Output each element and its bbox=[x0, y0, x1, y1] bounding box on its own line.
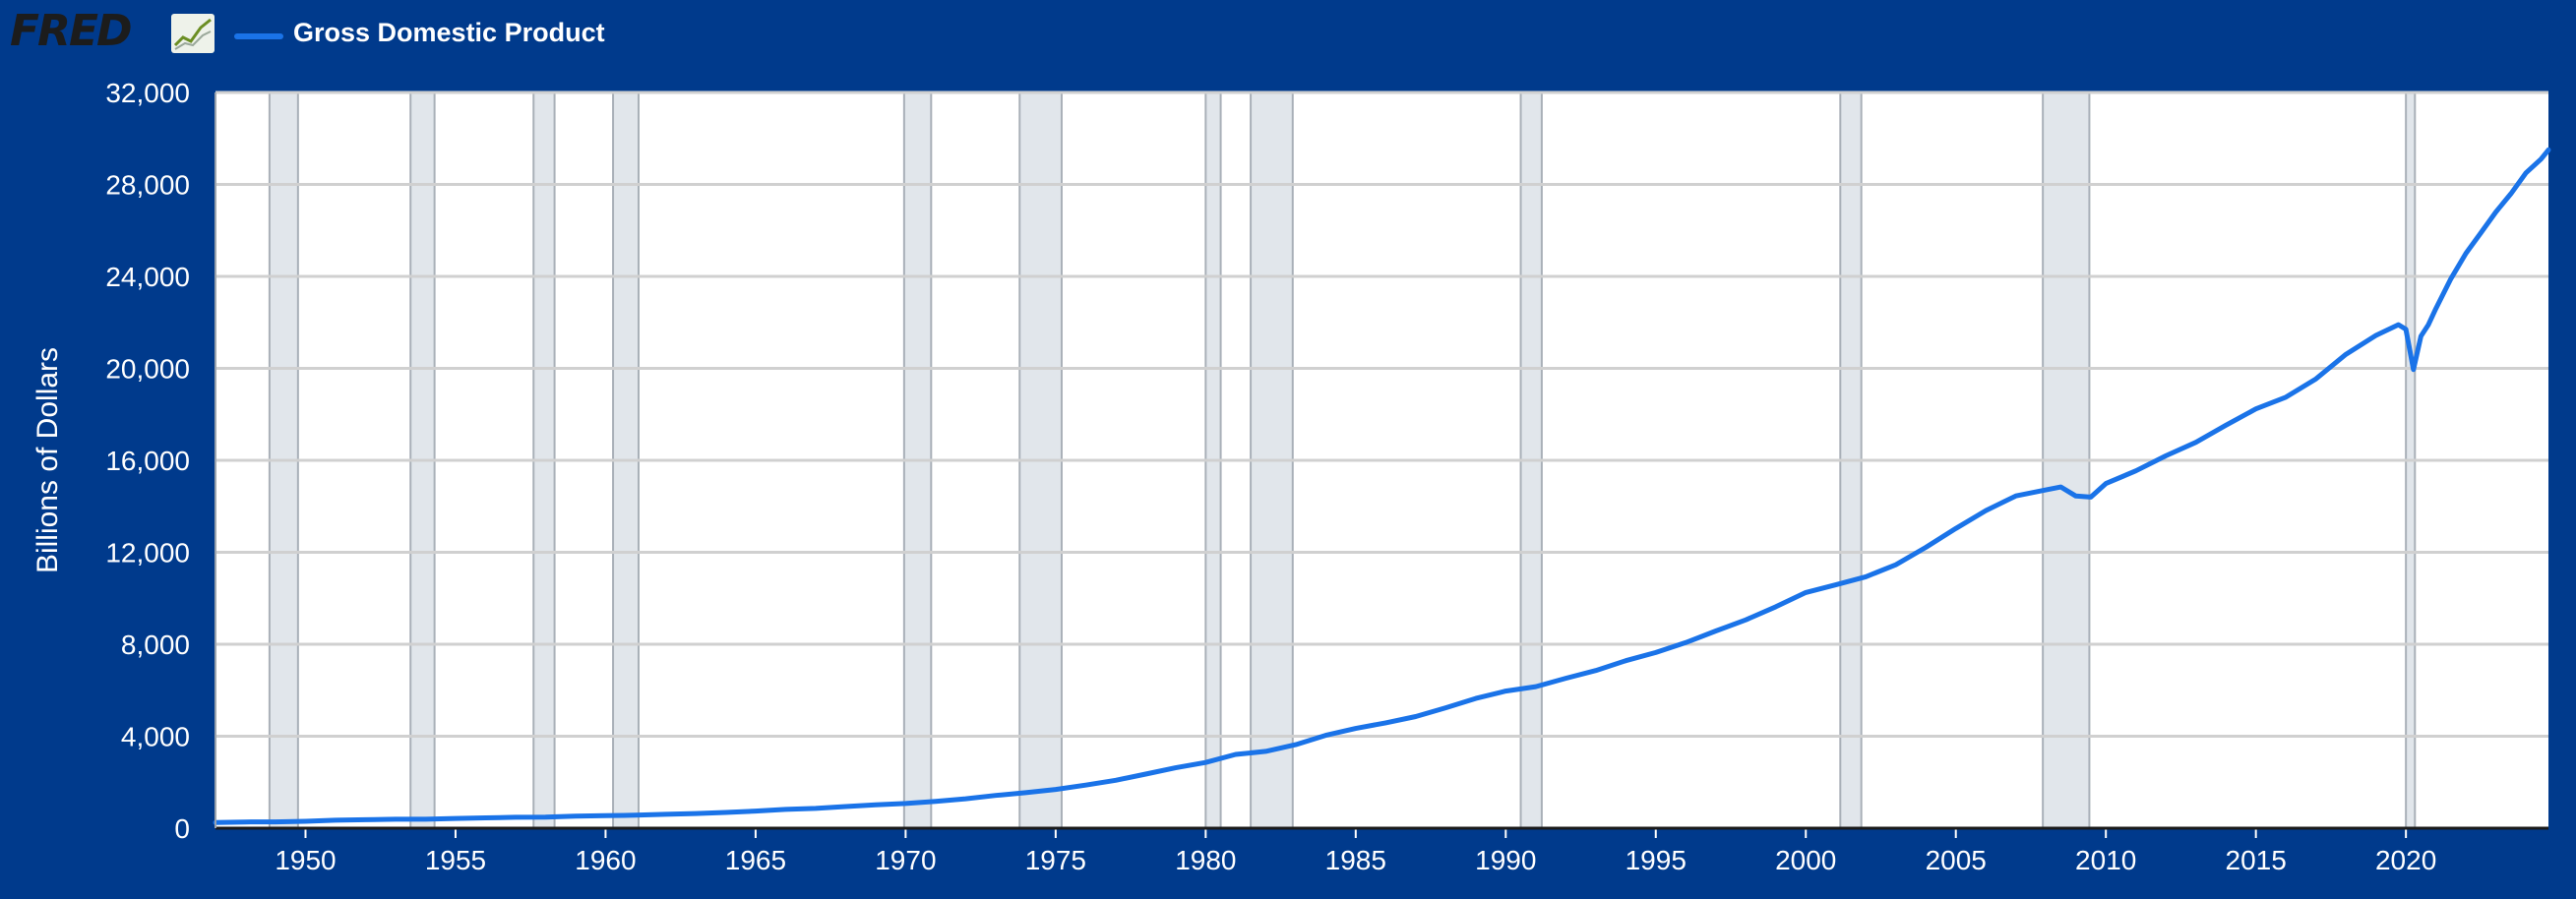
x-tick-label: 2005 bbox=[1926, 845, 1987, 875]
x-tick-label: 1950 bbox=[275, 845, 336, 875]
x-tick-label: 2010 bbox=[2075, 845, 2136, 875]
x-tick-label: 1965 bbox=[725, 845, 786, 875]
y-tick-label: 28,000 bbox=[105, 170, 190, 201]
x-tick-label: 1990 bbox=[1475, 845, 1536, 875]
legend-label[interactable]: Gross Domestic Product bbox=[293, 18, 605, 47]
y-tick-label: 16,000 bbox=[105, 446, 190, 476]
y-axis-label: Billions of Dollars bbox=[31, 347, 64, 573]
fred-logo[interactable]: FRED bbox=[10, 6, 133, 56]
y-tick-label: 4,000 bbox=[121, 722, 190, 752]
y-tick-label: 0 bbox=[174, 813, 190, 844]
y-tick-label: 12,000 bbox=[105, 538, 190, 569]
legend-swatch bbox=[234, 33, 283, 39]
x-tick-label: 1985 bbox=[1325, 845, 1386, 875]
y-tick-label: 24,000 bbox=[105, 262, 190, 292]
line-chart-icon bbox=[171, 14, 215, 53]
x-tick-label: 2000 bbox=[1775, 845, 1836, 875]
x-tick-label: 1980 bbox=[1175, 845, 1236, 875]
y-tick-label: 8,000 bbox=[121, 629, 190, 660]
x-tick-label: 1960 bbox=[575, 845, 636, 875]
x-tick-label: 1970 bbox=[875, 845, 936, 875]
x-tick-label: 2020 bbox=[2375, 845, 2436, 875]
series-layer bbox=[213, 147, 2551, 825]
x-tick-label: 2015 bbox=[2226, 845, 2287, 875]
series-line[interactable] bbox=[213, 147, 2551, 825]
chart-header: FRED Gross Domestic Product bbox=[0, 0, 2576, 79]
y-tick-label: 20,000 bbox=[105, 354, 190, 385]
x-tick-label: 1995 bbox=[1625, 845, 1687, 875]
axes: 0 4,000 8,000 12,000 16,000 20,000 24,000 28,00… bbox=[105, 78, 2548, 875]
x-tick-label: 1975 bbox=[1025, 845, 1086, 875]
x-tick-label: 1955 bbox=[425, 845, 486, 875]
y-tick-label: 32,000 bbox=[105, 78, 190, 108]
